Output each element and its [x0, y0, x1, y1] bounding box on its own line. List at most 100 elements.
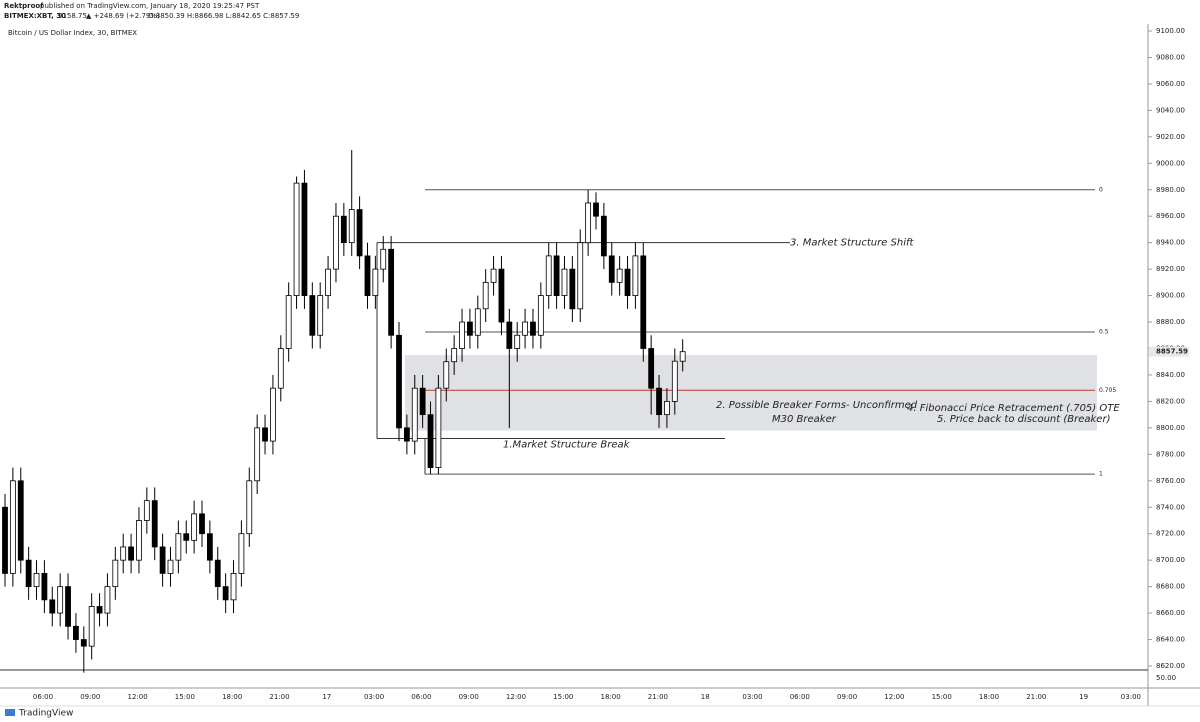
- candle-body: [65, 586, 71, 627]
- x-tick-label: 15:00: [175, 693, 195, 701]
- author: Rektproof: [4, 2, 44, 10]
- candle-body: [498, 268, 505, 323]
- last-price-box: [1149, 346, 1189, 357]
- footer-brand: TradingView: [18, 709, 73, 719]
- candle-body: [262, 427, 268, 442]
- x-tick-label: 06:00: [411, 693, 431, 701]
- candle-body: [530, 321, 536, 336]
- lower-pane-label: 50.00: [1156, 674, 1176, 682]
- candle-body: [348, 209, 355, 244]
- candle-body: [443, 361, 450, 389]
- candle-body: [41, 572, 48, 601]
- annotation: 4. Fibonacci Price Retracement (.705) OT…: [907, 403, 1120, 414]
- x-tick-label: 06:00: [33, 693, 53, 701]
- candle-body: [624, 268, 631, 296]
- y-tick-label: 8840.00: [1156, 371, 1185, 379]
- x-tick-label: 03:00: [1121, 693, 1141, 701]
- candle-body: [403, 427, 410, 442]
- x-tick-label: 06:00: [790, 693, 810, 701]
- candle-body: [356, 209, 363, 257]
- y-tick-label: 8620.00: [1156, 662, 1185, 670]
- y-tick-label: 9040.00: [1156, 106, 1185, 114]
- candle-body: [632, 255, 639, 296]
- x-tick-label: 03:00: [364, 693, 384, 701]
- candle-body: [514, 334, 521, 349]
- candle-body: [364, 255, 371, 296]
- candle-body: [191, 513, 198, 541]
- fib-label: 0: [1099, 186, 1103, 193]
- candle-body: [2, 506, 8, 574]
- candle-body: [459, 321, 465, 349]
- y-tick-label: 8920.00: [1156, 265, 1185, 273]
- candle-body: [230, 572, 237, 601]
- candle-body: [490, 268, 497, 283]
- candle-body: [522, 321, 528, 336]
- ohlc: O:8850.39 H:8866.98 L:8842.65 C:8857.59: [148, 12, 299, 20]
- x-tick-label: 19: [1079, 693, 1088, 701]
- x-tick-label: 12:00: [506, 693, 526, 701]
- candle-body: [600, 215, 607, 257]
- candle-body: [593, 202, 599, 217]
- y-tick-label: 8720.00: [1156, 530, 1185, 538]
- candle-body: [17, 480, 24, 561]
- candle-body: [136, 520, 142, 561]
- change: ▲ +248.69 (+2.79%): [86, 12, 160, 20]
- candle-body: [396, 334, 402, 429]
- candle-body: [301, 182, 308, 296]
- candle-body: [640, 255, 647, 349]
- candle-body: [671, 360, 678, 402]
- candle-body: [57, 586, 64, 614]
- published: published on TradingView.com, January 18…: [40, 2, 260, 10]
- candle-body: [372, 268, 379, 296]
- candle-body: [246, 480, 253, 535]
- candle-body: [270, 387, 276, 442]
- candle-body: [112, 559, 119, 588]
- candle-body: [199, 513, 205, 535]
- x-tick-label: 18:00: [979, 693, 999, 701]
- candle-body: [120, 546, 127, 561]
- footer-logo: [5, 709, 15, 716]
- candle-body: [664, 401, 670, 416]
- candle-body: [616, 268, 623, 283]
- candle-body: [561, 268, 568, 296]
- candle-body: [474, 308, 481, 336]
- candle-body: [167, 559, 174, 574]
- y-tick-label: 9100.00: [1156, 27, 1185, 35]
- fib-label: 0.705: [1099, 387, 1116, 394]
- x-tick-label: 15:00: [932, 693, 952, 701]
- y-tick-label: 8980.00: [1156, 186, 1185, 194]
- candle-body: [411, 387, 418, 442]
- candle-body: [49, 599, 56, 614]
- candle-body: [435, 387, 442, 468]
- candle-body: [482, 281, 489, 310]
- candle-body: [33, 572, 40, 588]
- candle-body: [151, 500, 158, 548]
- candle-body: [96, 606, 103, 614]
- candle-body: [143, 500, 150, 521]
- x-tick-label: 18:00: [222, 693, 242, 701]
- y-tick-label: 8960.00: [1156, 212, 1185, 220]
- fib-label: 1: [1099, 471, 1103, 478]
- candle-body: [545, 255, 552, 296]
- candle-body: [128, 546, 134, 561]
- x-tick-label: 03:00: [742, 693, 762, 701]
- candle-body: [679, 351, 686, 362]
- y-tick-label: 8900.00: [1156, 292, 1185, 300]
- candle-body: [238, 533, 245, 574]
- candle-body: [577, 242, 584, 310]
- y-tick-label: 8760.00: [1156, 477, 1185, 485]
- x-tick-label: 17: [322, 693, 331, 701]
- x-tick-label: 12:00: [884, 693, 904, 701]
- symbol: BITMEX:XBT, 30: [4, 12, 66, 20]
- x-tick-label: 21:00: [269, 693, 289, 701]
- x-tick-label: 12:00: [128, 693, 148, 701]
- candle-body: [333, 215, 339, 270]
- candle-body: [388, 248, 395, 336]
- candle-body: [25, 559, 32, 588]
- candle-body: [183, 533, 190, 541]
- x-tick-label: 09:00: [459, 693, 479, 701]
- candle-body: [585, 202, 592, 244]
- y-tick-label: 8660.00: [1156, 609, 1185, 617]
- candle-body: [648, 348, 655, 389]
